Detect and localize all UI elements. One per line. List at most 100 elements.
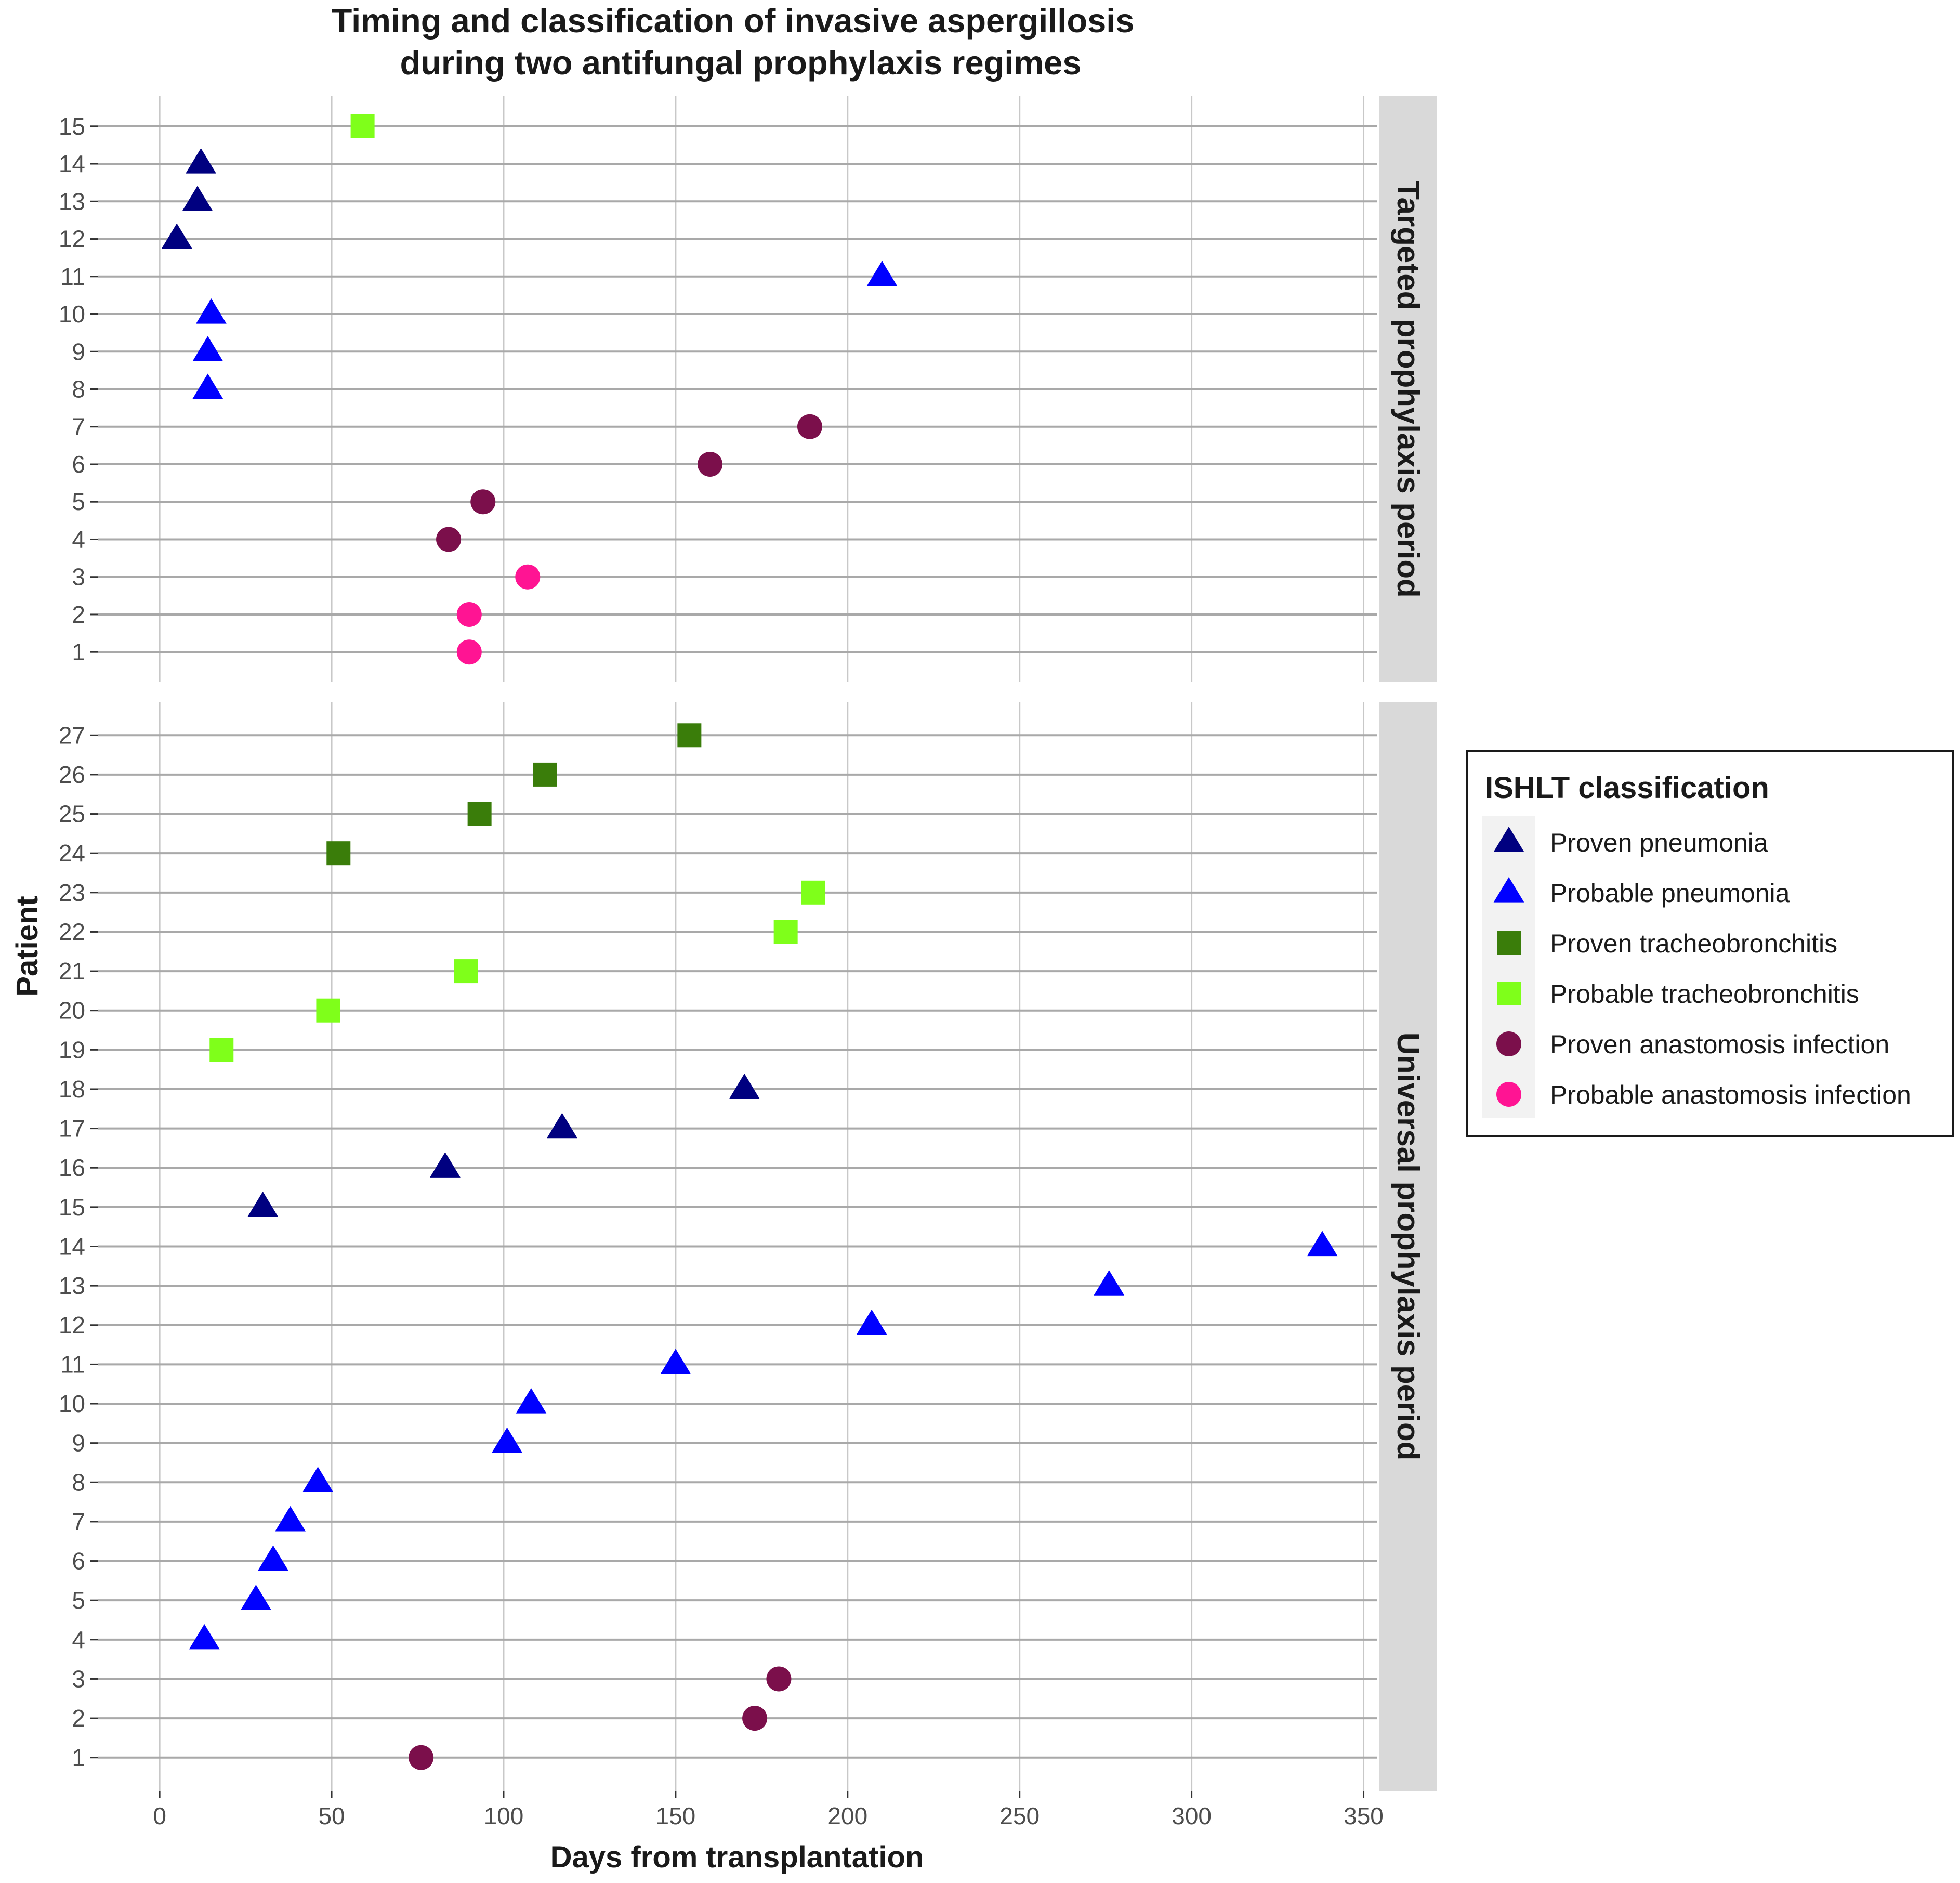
y-tick-label: 2 <box>72 601 85 628</box>
chart-title-line2: during two antifungal prophylaxis regime… <box>400 44 1082 82</box>
data-point <box>660 1349 691 1374</box>
panel-universal: 1234567891011121314151617181920212223242… <box>59 702 1437 1791</box>
y-tick-label: 7 <box>72 413 85 440</box>
y-tick-label: 4 <box>72 526 85 553</box>
data-point <box>247 1191 279 1217</box>
data-point <box>189 1624 220 1650</box>
y-tick-label: 20 <box>59 997 85 1024</box>
legend-entry-label: Proven anastomosis infection <box>1550 1030 1889 1059</box>
y-tick-label: 26 <box>59 761 85 788</box>
y-tick-label: 15 <box>59 113 85 140</box>
y-tick-label: 8 <box>72 376 85 403</box>
y-tick-label: 10 <box>59 300 85 328</box>
data-point <box>547 1113 577 1139</box>
y-tick-label: 6 <box>72 1548 85 1575</box>
y-tick-label: 2 <box>72 1705 85 1732</box>
data-point <box>161 223 192 249</box>
legend-key-square <box>1497 931 1521 955</box>
legend-title: ISHLT classification <box>1485 771 1769 805</box>
facet-strip <box>1379 96 1437 682</box>
y-tick-label: 6 <box>72 451 85 478</box>
data-point <box>533 762 557 787</box>
data-point <box>467 802 492 826</box>
y-tick-label: 7 <box>72 1508 85 1535</box>
legend-key-background <box>1482 816 1535 1118</box>
data-point <box>182 186 213 211</box>
legend-entry-label: Probable pneumonia <box>1550 879 1790 908</box>
data-point <box>729 1073 760 1099</box>
y-tick-label: 13 <box>59 188 85 215</box>
legend-key-circle <box>1496 1031 1521 1056</box>
data-point <box>192 336 223 361</box>
y-tick-label: 9 <box>72 1430 85 1457</box>
x-axis: 0 50 100 150 200 250 300 350 <box>153 1791 1384 1829</box>
y-tick-label: 27 <box>59 722 85 749</box>
data-point <box>766 1666 792 1692</box>
y-tick-label: 8 <box>72 1469 85 1496</box>
data-point <box>209 1038 234 1062</box>
facet-strip-label: Universal prophylaxis period <box>1391 1032 1426 1461</box>
data-point <box>866 260 898 286</box>
y-tick-label: 10 <box>59 1390 85 1417</box>
data-point <box>492 1427 522 1453</box>
y-tick-label: 11 <box>60 1351 85 1378</box>
data-point <box>326 841 351 866</box>
data-point <box>436 527 462 552</box>
y-tick-label: 15 <box>59 1194 85 1221</box>
y-tick-label: 11 <box>60 263 85 290</box>
x-tick-label: 250 <box>999 1802 1040 1829</box>
y-tick-label: 19 <box>59 1036 85 1063</box>
legend-key-square <box>1497 982 1521 1005</box>
x-tick-label: 200 <box>827 1802 867 1829</box>
y-tick-label: 24 <box>59 840 85 867</box>
data-point <box>456 639 482 665</box>
y-tick-label: 3 <box>72 1665 85 1692</box>
x-tick-label: 150 <box>655 1802 695 1829</box>
legend-entry-label: Proven pneumonia <box>1550 828 1768 857</box>
y-tick-label: 18 <box>59 1076 85 1103</box>
y-tick-label: 22 <box>59 918 85 945</box>
y-tick-label: 5 <box>72 488 85 515</box>
x-tick-label: 350 <box>1344 1802 1384 1829</box>
data-point <box>196 298 227 324</box>
data-point <box>456 601 482 627</box>
chart-title-line1: Timing and classification of invasive as… <box>332 2 1135 40</box>
y-axis-title: Patient <box>10 896 44 996</box>
legend-entry-label: Probable anastomosis infection <box>1550 1080 1911 1109</box>
data-point <box>316 998 340 1023</box>
y-tick-label: 5 <box>72 1587 85 1614</box>
legend-entry-label: Probable tracheobronchitis <box>1550 979 1859 1009</box>
x-tick-label: 100 <box>484 1802 524 1829</box>
data-point <box>677 723 702 748</box>
data-point <box>186 148 216 174</box>
legend-key-triangle <box>1493 827 1524 852</box>
y-tick-label: 21 <box>59 958 85 985</box>
facet-strip-label: Targeted prophylaxis period <box>1391 180 1426 597</box>
legend-box <box>1466 750 1954 1137</box>
data-point <box>275 1506 306 1532</box>
y-tick-label: 14 <box>59 150 85 177</box>
y-tick-label: 12 <box>59 226 85 253</box>
y-tick-label: 25 <box>59 801 85 828</box>
data-point <box>350 114 375 138</box>
data-point <box>454 959 478 984</box>
y-tick-label: 14 <box>59 1233 85 1260</box>
data-point <box>192 373 223 399</box>
data-point <box>470 489 496 515</box>
y-tick-label: 23 <box>59 879 85 906</box>
data-point <box>516 1388 547 1414</box>
y-tick-label: 4 <box>72 1626 85 1653</box>
data-point <box>773 920 798 944</box>
data-point <box>430 1152 461 1178</box>
data-point <box>409 1745 434 1770</box>
data-point <box>698 451 723 477</box>
y-tick-label: 12 <box>59 1312 85 1339</box>
y-tick-label: 13 <box>59 1272 85 1299</box>
legend-entry-label: Proven tracheobronchitis <box>1550 929 1837 958</box>
legend: ISHLT classification Proven pneumonia Pro… <box>1466 750 1954 1137</box>
data-point <box>742 1706 768 1731</box>
x-tick-label: 0 <box>153 1802 166 1829</box>
data-point <box>1094 1270 1125 1296</box>
data-point <box>856 1309 887 1335</box>
